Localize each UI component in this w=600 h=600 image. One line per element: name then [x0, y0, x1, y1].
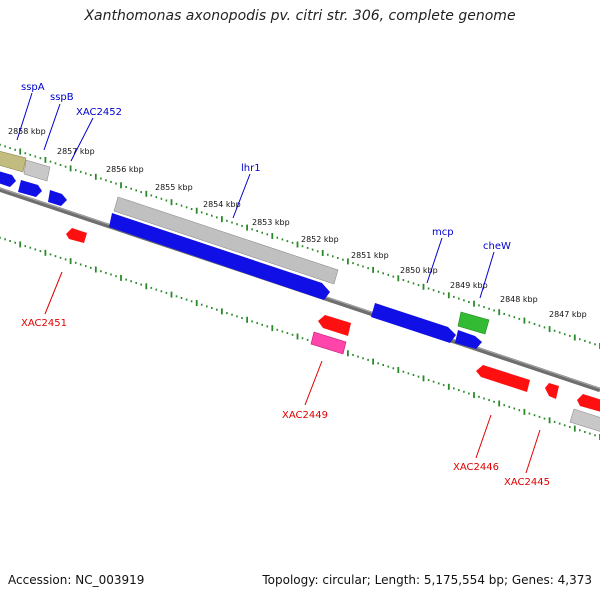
gene-arrow-red[interactable]	[318, 315, 351, 336]
gene-label-xac2449[interactable]: XAC2449	[282, 410, 328, 421]
gene-label-xac2446[interactable]: XAC2446	[453, 462, 499, 473]
kbp-label: 2855 kbp	[155, 183, 193, 192]
forward-gene-labels: sspA sspB XAC2452 lhr1 mcp cheW	[21, 82, 511, 252]
gene-arrow-chew-green[interactable]	[457, 311, 490, 335]
gene-arrow-blue[interactable]	[18, 180, 42, 197]
kbp-label: 2854 kbp	[203, 200, 241, 209]
gene-label-xac2452[interactable]: XAC2452	[76, 107, 122, 118]
gene-arrow-xac2449-magenta[interactable]	[310, 331, 347, 355]
reverse-strand-genes	[66, 228, 600, 413]
map-title: Xanthomonas axonopodis pv. citri str. 30…	[84, 8, 516, 24]
gene-arrow-red[interactable]	[577, 394, 600, 413]
kbp-label: 2851 kbp	[351, 251, 389, 260]
kbp-label: 2853 kbp	[252, 218, 290, 227]
kbp-label: 2856 kbp	[106, 165, 144, 174]
gene-arrow-xac2446-red[interactable]	[476, 365, 530, 392]
leader-line-lhr1	[232, 173, 251, 219]
leader-line-mcp	[426, 237, 443, 284]
kbp-label: 2847 kbp	[549, 310, 587, 319]
gene-arrow-red[interactable]	[545, 383, 559, 399]
gene-arrow-blue[interactable]	[0, 170, 16, 187]
gene-arrow-blue[interactable]	[455, 330, 482, 349]
gene-label-sspa[interactable]: sspA	[21, 82, 45, 93]
gene-arrow-olive[interactable]	[0, 150, 27, 173]
leader-line-xac2449	[304, 360, 323, 406]
kbp-label: 2858 kbp	[8, 127, 46, 136]
gene-arrow-mcp-blue[interactable]	[371, 303, 456, 343]
upper-kbp-tick-track	[0, 143, 600, 349]
genome-summary-text: Topology: circular; Length: 5,175,554 bp…	[262, 573, 592, 587]
gene-arrow-gray[interactable]	[23, 159, 51, 182]
gene-label-sspb[interactable]: sspB	[50, 92, 74, 103]
gene-arrow-lhr1-gray[interactable]	[113, 196, 339, 285]
gene-label-mcp[interactable]: mcp	[432, 227, 454, 238]
kbp-label: 2850 kbp	[400, 266, 438, 275]
leader-line-xac2445	[525, 429, 541, 474]
kbp-label: 2848 kbp	[500, 295, 538, 304]
gene-arrow-blue[interactable]	[48, 190, 67, 206]
gene-label-chew[interactable]: cheW	[483, 241, 511, 252]
gene-arrow-red[interactable]	[66, 228, 87, 243]
kbp-label: 2849 kbp	[450, 281, 488, 290]
gene-label-leaders	[16, 92, 541, 474]
leader-line-xac2451	[44, 271, 63, 315]
gene-label-xac2451[interactable]: XAC2451	[21, 318, 67, 329]
reverse-gene-labels: XAC2451 XAC2449 XAC2446 XAC2445	[21, 318, 550, 488]
leader-line-chew	[479, 251, 495, 299]
accession-text: Accession: NC_003919	[8, 573, 145, 587]
leader-line-xac2446	[475, 414, 492, 459]
gene-label-lhr1[interactable]: lhr1	[241, 163, 261, 174]
leader-line-sspb	[43, 103, 61, 151]
leader-line-xac2452	[70, 117, 94, 162]
lower-kbp-tick-track	[0, 236, 600, 440]
kbp-label: 2852 kbp	[301, 235, 339, 244]
gene-label-xac2445[interactable]: XAC2445	[504, 477, 550, 488]
gene-arrow-lhr1-blue[interactable]	[109, 213, 330, 300]
gene-arrow-gray[interactable]	[569, 408, 600, 433]
forward-strand-genes	[0, 150, 600, 433]
leader-line-sspa	[16, 92, 33, 141]
